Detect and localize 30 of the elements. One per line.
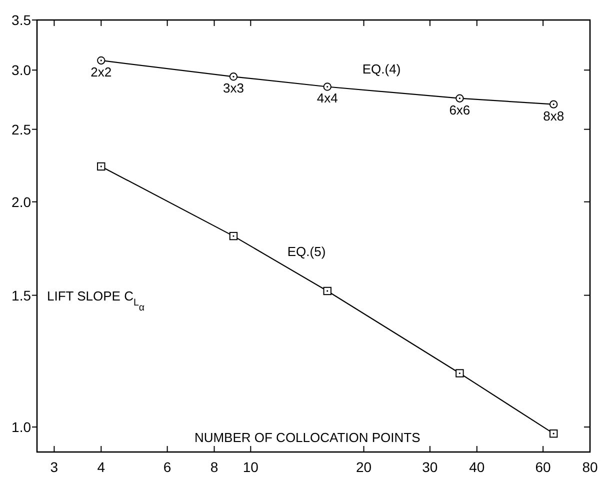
annotation: 3x3 <box>222 80 244 96</box>
y-tick-label: 1.0 <box>12 419 32 436</box>
y-tick-label: 2.0 <box>12 194 32 210</box>
point <box>549 429 558 438</box>
annotation: 4x4 <box>316 90 338 106</box>
x-tick-label: 30 <box>422 459 438 475</box>
annotation: 6x6 <box>449 102 470 118</box>
y-tick-label: 3.5 <box>12 12 32 28</box>
x-tick-label: 60 <box>535 459 552 475</box>
x-tick-label: 80 <box>582 459 598 475</box>
point <box>323 82 332 91</box>
y-tick-label: 3.0 <box>12 62 32 78</box>
y-tick-label: 1.5 <box>12 287 32 304</box>
annotation: 8x8 <box>543 108 564 124</box>
point <box>549 100 558 108</box>
point <box>97 56 106 65</box>
x-tick-label: 8 <box>210 459 218 475</box>
point <box>323 286 332 296</box>
y-tick-label: 2.5 <box>12 121 32 138</box>
x-tick-label: 3 <box>50 459 58 475</box>
point <box>97 162 106 171</box>
series-label: EQ.(4) <box>362 62 401 77</box>
x-axis-title: NUMBER OF COLLOCATION POINTS <box>194 430 421 445</box>
series-label: EQ.(5) <box>287 244 326 259</box>
annotation: 2x2 <box>90 64 112 80</box>
x-tick-label: 6 <box>163 459 172 475</box>
x-tick-label: 4 <box>97 459 106 475</box>
x-tick-label: 40 <box>469 459 485 475</box>
x-tick-label: 20 <box>356 459 372 475</box>
x-tick-label: 10 <box>242 459 259 475</box>
